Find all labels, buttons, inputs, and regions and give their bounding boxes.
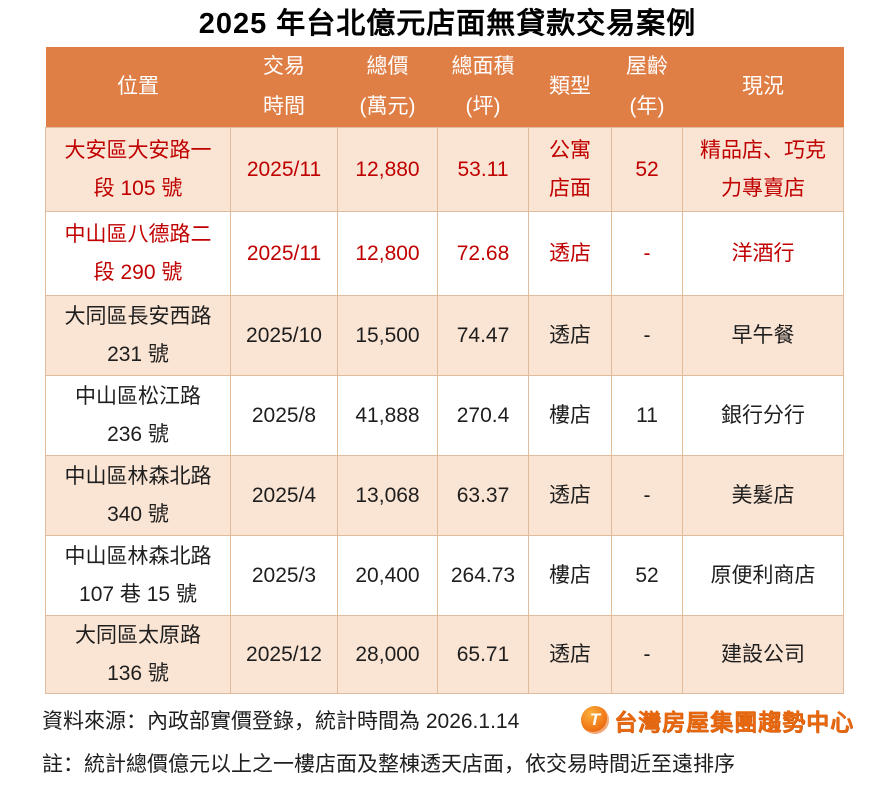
cell-status: 原便利商店	[682, 535, 844, 616]
cell-area: 270.4	[437, 375, 529, 456]
cell-status: 銀行分行	[682, 375, 844, 456]
page-title: 2025 年台北億元店面無貸款交易案例	[198, 8, 697, 40]
cell-age: -	[611, 295, 683, 376]
cell-area: 74.47	[437, 295, 529, 376]
cell-location: 中山區八德路二段 290 號	[45, 211, 231, 296]
col-header-area: 總面積 (坪)	[437, 47, 529, 128]
source-note: 資料來源：內政部實價登錄，統計時間為 2026.1.14	[42, 710, 520, 733]
footnote: 註：統計總價億元以上之一樓店面及整棟透天店面，依交易時間近至遠排序	[42, 753, 735, 776]
logo-t-icon: T	[581, 706, 609, 734]
cell-age: 11	[611, 375, 683, 456]
transactions-table: 位置 交易 時間 總價 (萬元) 總面積 (坪) 類型 屋齡 (年) 現況 大安區大安路…	[45, 47, 844, 694]
cell-location: 中山區松江路 236 號	[45, 375, 231, 456]
cell-date: 2025/3	[230, 535, 338, 616]
cell-location: 中山區林森北路 107 巷 15 號	[45, 535, 231, 616]
cell-location: 大同區太原路 136 號	[45, 615, 231, 694]
cell-type: 樓店	[528, 375, 612, 456]
cell-age: 52	[611, 535, 683, 616]
cell-date: 2025/11	[230, 211, 338, 296]
cell-age: 52	[611, 127, 683, 212]
col-header-age: 屋齡 (年)	[611, 47, 683, 128]
cell-type: 樓店	[528, 535, 612, 616]
cell-date: 2025/11	[230, 127, 338, 212]
cell-price: 12,800	[337, 211, 438, 296]
cell-date: 2025/8	[230, 375, 338, 456]
cell-type: 透店	[528, 211, 612, 296]
cell-area: 65.71	[437, 615, 529, 694]
cell-price: 12,880	[337, 127, 438, 212]
cell-price: 15,500	[337, 295, 438, 376]
cell-type: 透店	[528, 295, 612, 376]
cell-status: 建設公司	[682, 615, 844, 694]
cell-price: 20,400	[337, 535, 438, 616]
cell-age: -	[611, 211, 683, 296]
cell-date: 2025/4	[230, 455, 338, 536]
cell-status: 洋酒行	[682, 211, 844, 296]
cell-location: 中山區林森北路 340 號	[45, 455, 231, 536]
cell-type: 公寓 店面	[528, 127, 612, 212]
table-row: 大安區大安路一段 105 號 2025/11 12,880 53.11 公寓 店面…	[45, 127, 844, 212]
table-row: 大同區太原路 136 號 2025/12 28,000 65.71 透店 - 建設…	[45, 615, 844, 694]
cell-type: 透店	[528, 455, 612, 536]
table-row: 中山區林森北路 107 巷 15 號 2025/3 20,400 264.73 樓…	[45, 535, 844, 616]
cell-area: 53.11	[437, 127, 529, 212]
cell-location: 大安區大安路一段 105 號	[45, 127, 231, 212]
cell-date: 2025/12	[230, 615, 338, 694]
cell-age: -	[611, 455, 683, 536]
cell-location: 大同區長安西路 231 號	[45, 295, 231, 376]
table-row: 中山區林森北路 340 號 2025/4 13,068 63.37 透店 - 美髮…	[45, 455, 844, 536]
cell-age: -	[611, 615, 683, 694]
cell-area: 264.73	[437, 535, 529, 616]
table-row: 中山區八德路二段 290 號 2025/11 12,800 72.68 透店 -…	[45, 211, 844, 296]
cell-date: 2025/10	[230, 295, 338, 376]
brand-logo: T 台灣房屋集團趨勢中心	[581, 703, 854, 737]
header-row: 位置 交易 時間 總價 (萬元) 總面積 (坪) 類型 屋齡 (年) 現況	[45, 47, 844, 128]
cell-area: 72.68	[437, 211, 529, 296]
col-header-date: 交易 時間	[230, 47, 338, 128]
col-header-location: 位置	[45, 47, 231, 128]
cell-status: 早午餐	[682, 295, 844, 376]
cell-price: 13,068	[337, 455, 438, 536]
cell-price: 28,000	[337, 615, 438, 694]
brand-name: 台灣房屋集團趨勢中心	[614, 709, 854, 735]
cell-status: 精品店、巧克 力專賣店	[682, 127, 844, 212]
table-row: 大同區長安西路 231 號 2025/10 15,500 74.47 透店 - 早…	[45, 295, 844, 376]
cell-area: 63.37	[437, 455, 529, 536]
col-header-status: 現況	[682, 47, 844, 128]
table-row: 中山區松江路 236 號 2025/8 41,888 270.4 樓店 11 銀行…	[45, 375, 844, 456]
col-header-price: 總價 (萬元)	[337, 47, 438, 128]
cell-status: 美髮店	[682, 455, 844, 536]
col-header-type: 類型	[528, 47, 612, 128]
cell-price: 41,888	[337, 375, 438, 456]
cell-type: 透店	[528, 615, 612, 694]
footer: 資料來源：內政部實價登錄，統計時間為 2026.1.14 T 台灣房屋集團趨勢中…	[42, 703, 854, 778]
